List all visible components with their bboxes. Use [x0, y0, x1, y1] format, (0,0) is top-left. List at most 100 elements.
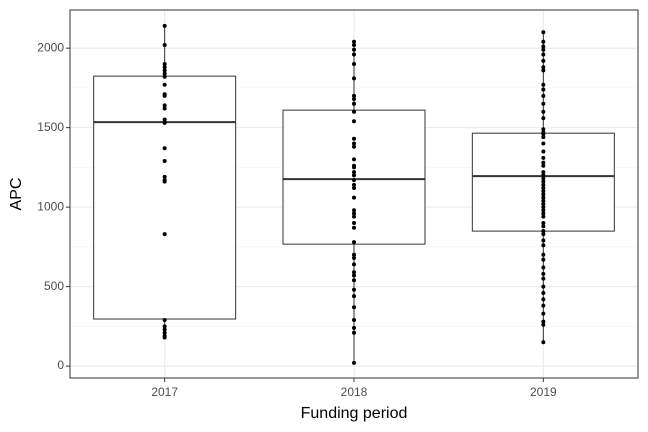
point [162, 103, 167, 108]
point [352, 255, 356, 260]
point [541, 65, 546, 70]
point [541, 101, 546, 106]
point [541, 87, 546, 92]
point [352, 262, 356, 267]
point [541, 131, 546, 136]
point [352, 101, 356, 106]
point [541, 163, 546, 168]
point [162, 62, 167, 67]
point [541, 186, 546, 191]
point [352, 182, 356, 187]
point [541, 252, 546, 257]
point [352, 141, 356, 146]
point [541, 297, 546, 302]
point [541, 192, 546, 197]
point [541, 243, 546, 248]
point [352, 47, 356, 52]
point [352, 136, 356, 141]
point [541, 224, 546, 229]
point [162, 68, 167, 73]
point [352, 270, 356, 275]
point [352, 221, 356, 226]
point [541, 141, 546, 146]
point [541, 39, 546, 44]
point [162, 117, 167, 122]
point [541, 205, 546, 210]
point [541, 149, 546, 154]
point [352, 165, 356, 170]
y-tick-label: 1500 [37, 120, 64, 134]
y-tick-label: 0 [57, 358, 64, 372]
point [352, 157, 356, 162]
point [352, 195, 356, 200]
point [541, 228, 546, 233]
point [162, 23, 167, 28]
point [162, 93, 167, 98]
point [352, 294, 356, 299]
point [541, 276, 546, 281]
y-tick-label: 1000 [37, 199, 64, 213]
point [541, 221, 546, 226]
point [541, 160, 546, 165]
point [352, 93, 356, 98]
point [352, 144, 356, 149]
point [352, 119, 356, 124]
point [541, 311, 546, 316]
point [541, 52, 546, 57]
point [352, 208, 356, 213]
point [162, 179, 167, 184]
point [162, 42, 167, 47]
point [352, 240, 356, 245]
point [162, 159, 167, 164]
point [541, 238, 546, 243]
point [352, 305, 356, 310]
point [162, 232, 167, 237]
point [162, 120, 167, 125]
point [541, 93, 546, 98]
point [352, 97, 356, 102]
x-tick-label: 2019 [530, 385, 557, 399]
point [162, 174, 167, 179]
point [162, 317, 167, 322]
box [93, 75, 237, 320]
point [541, 189, 546, 194]
x-axis-title: Funding period [301, 405, 408, 422]
point [541, 58, 546, 63]
point [541, 127, 546, 132]
y-tick-label: 2000 [37, 40, 64, 54]
x-tick-label: 2018 [341, 385, 368, 399]
point [162, 74, 167, 79]
point [541, 265, 546, 270]
point [541, 109, 546, 114]
point [541, 232, 546, 237]
point [541, 82, 546, 87]
point [352, 109, 356, 114]
point [541, 44, 546, 49]
point [541, 284, 546, 289]
point [541, 322, 546, 327]
point [541, 135, 546, 140]
point [541, 47, 546, 52]
point [352, 178, 356, 183]
point [541, 30, 546, 35]
point [352, 76, 356, 81]
point [541, 116, 546, 121]
point [541, 68, 546, 73]
point [352, 317, 356, 322]
point [162, 106, 167, 111]
point [352, 173, 356, 178]
point [541, 182, 546, 187]
point [162, 324, 167, 329]
point [541, 201, 546, 206]
point [162, 82, 167, 87]
point [541, 319, 546, 324]
point [352, 52, 356, 57]
point [352, 170, 356, 175]
point [541, 198, 546, 203]
point [352, 186, 356, 191]
point [541, 195, 546, 200]
point [541, 173, 546, 178]
point [352, 62, 356, 67]
x-tick-label: 2017 [151, 385, 178, 399]
point [541, 340, 546, 345]
